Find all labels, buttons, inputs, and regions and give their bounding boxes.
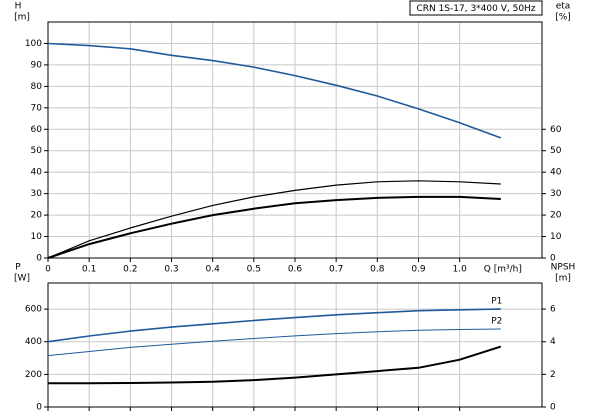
y-axis-label: P [15,263,21,273]
title-box [409,0,543,16]
y-tick-label: 400 [25,337,42,347]
y-axis-unit: [W] [14,274,30,284]
y-tick-label: 200 [25,370,42,380]
y-tick-label: 600 [25,305,42,315]
y2-axis-label: eta [556,2,571,12]
x-tick-label: 1.0 [453,265,468,275]
x-tick-label: 0 [45,265,51,275]
y2-tick-label: 20 [550,211,562,221]
y2-axis-unit: [m] [555,274,571,284]
y-tick-label: 100 [25,39,42,49]
y-tick-label: 70 [31,103,43,113]
y-tick-label: 90 [31,60,43,70]
x-tick-label: 0.8 [370,265,385,275]
plot-frame [47,21,543,259]
x-axis-label: Q [m³/h] [484,265,522,275]
y2-tick-label: 2 [550,370,556,380]
curve [47,308,501,343]
x-tick-label: 0.7 [329,265,343,275]
y-tick-label: 10 [31,232,43,242]
curve-label: P2 [491,317,502,327]
y-axis-unit: [m] [14,13,30,23]
x-tick-label: 0.4 [206,265,221,275]
y-tick-label: 0 [36,403,42,413]
y2-axis-label: NPSH [551,263,576,273]
x-tick-label: 0.1 [82,265,96,275]
x-tick-label: 0.5 [247,265,261,275]
y-tick-label: 50 [31,146,43,156]
plot-frame [47,282,543,408]
y2-tick-label: 10 [550,232,562,242]
y2-tick-label: 0 [550,254,556,264]
curve [47,195,501,259]
y-tick-label: 60 [31,125,43,135]
curve [47,42,502,139]
curve [47,180,501,259]
curve [47,328,501,357]
y2-tick-label: 0 [550,403,556,413]
y2-tick-label: 50 [550,146,562,156]
y2-axis-unit: [%] [555,13,571,23]
x-tick-label: 0.6 [288,265,303,275]
x-tick-label: 0.2 [123,265,137,275]
x-tick-label: 0.9 [411,265,426,275]
y2-tick-label: 60 [550,125,562,135]
y-axis-label: H [15,2,22,12]
y-tick-label: 20 [31,211,43,221]
y2-tick-label: 6 [550,305,556,315]
curve [48,345,502,385]
y2-tick-label: 4 [550,337,556,347]
y-tick-label: 0 [36,254,42,264]
y2-tick-label: 40 [550,168,562,178]
y-tick-label: 30 [31,189,43,199]
x-tick-label: 0.3 [164,265,178,275]
curve-label: P1 [491,297,502,307]
chart-title: CRN 1S-17, 3*400 V, 50Hz [416,4,535,14]
y2-tick-label: 30 [550,189,562,199]
y-tick-label: 80 [31,82,43,92]
y-tick-label: 40 [31,168,43,178]
